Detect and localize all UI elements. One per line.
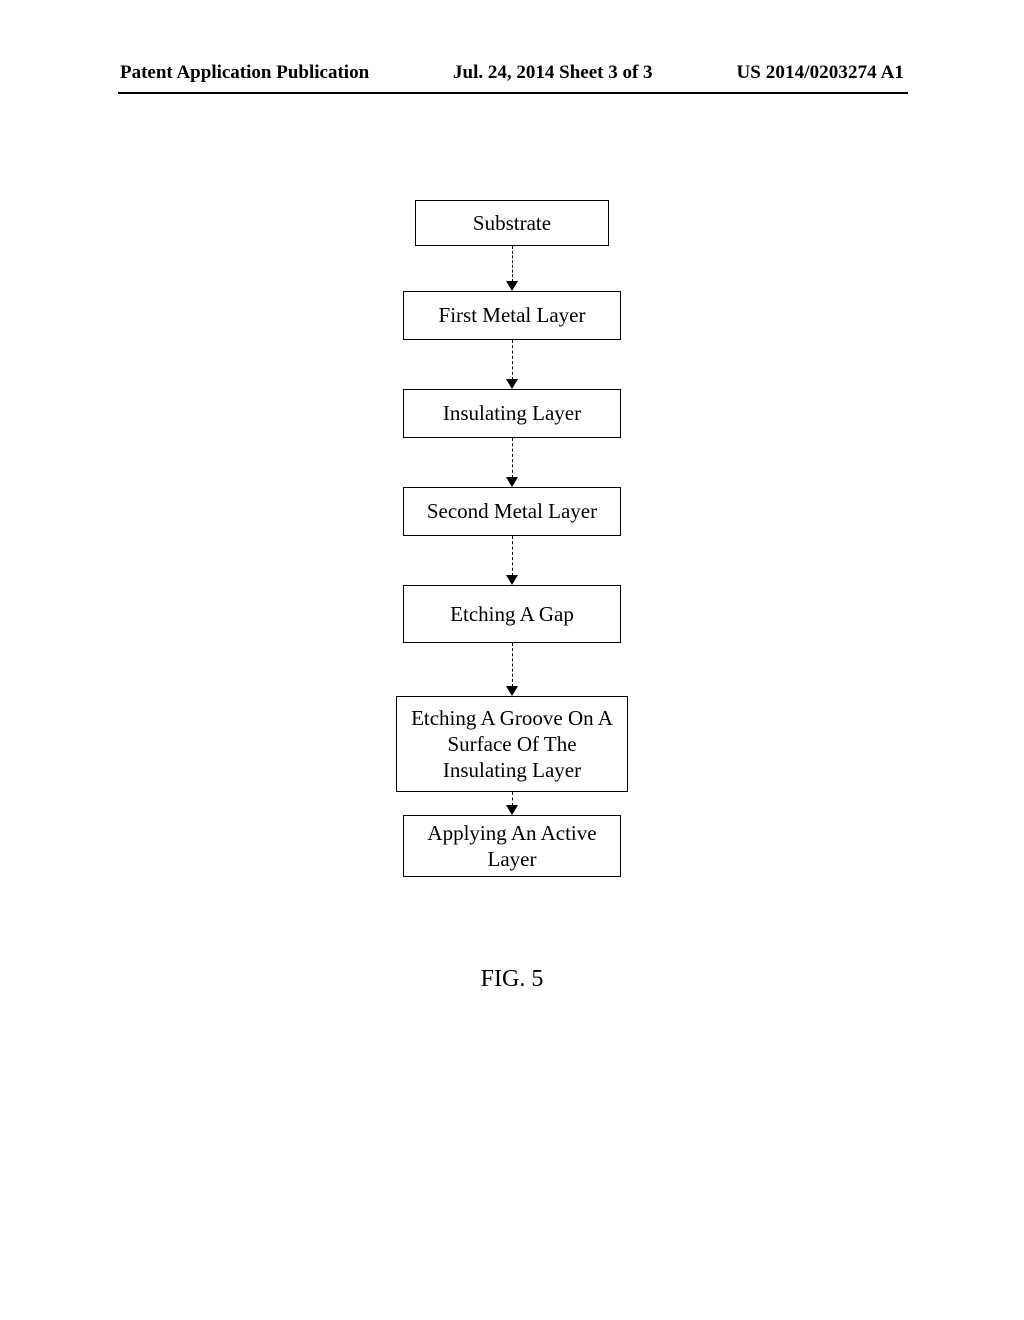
arrow-shaft xyxy=(512,246,513,282)
flow-node: First Metal Layer xyxy=(403,291,621,340)
arrow-shaft xyxy=(512,438,513,478)
arrow-head-icon xyxy=(506,477,518,487)
header-right: US 2014/0203274 A1 xyxy=(736,62,904,84)
flow-node-label: Insulating Layer xyxy=(443,400,581,426)
flow-node: Etching A Groove On ASurface Of TheInsul… xyxy=(396,696,628,792)
flow-arrow xyxy=(506,438,518,487)
arrow-shaft xyxy=(512,792,513,806)
header-center: Jul. 24, 2014 Sheet 3 of 3 xyxy=(453,62,653,84)
flow-node: Etching A Gap xyxy=(403,585,621,643)
flow-arrow xyxy=(506,643,518,696)
arrow-shaft xyxy=(512,340,513,380)
flow-arrow xyxy=(506,340,518,389)
flow-node-label: Etching A Gap xyxy=(450,601,574,627)
arrow-head-icon xyxy=(506,686,518,696)
flow-node-label: First Metal Layer xyxy=(439,302,586,328)
flow-arrow xyxy=(506,246,518,291)
flow-node-label: Substrate xyxy=(473,210,551,236)
header-rule xyxy=(118,92,908,94)
header-left: Patent Application Publication xyxy=(120,62,369,84)
arrow-head-icon xyxy=(506,281,518,291)
arrow-shaft xyxy=(512,643,513,687)
flow-node-label: Etching A Groove On ASurface Of TheInsul… xyxy=(411,705,613,784)
arrow-head-icon xyxy=(506,805,518,815)
page: Patent Application Publication Jul. 24, … xyxy=(0,0,1024,1320)
flowchart: Substrate First Metal Layer Insulating Lay… xyxy=(0,200,1024,877)
flow-node-label: Applying An ActiveLayer xyxy=(427,820,596,873)
arrow-shaft xyxy=(512,536,513,576)
arrow-head-icon xyxy=(506,379,518,389)
arrow-head-icon xyxy=(506,575,518,585)
flow-arrow xyxy=(506,792,518,815)
page-header: Patent Application Publication Jul. 24, … xyxy=(0,62,1024,84)
flow-node: Substrate xyxy=(415,200,609,246)
flow-node: Second Metal Layer xyxy=(403,487,621,536)
flow-node-label: Second Metal Layer xyxy=(427,498,597,524)
flow-node: Insulating Layer xyxy=(403,389,621,438)
flow-arrow xyxy=(506,536,518,585)
flow-node: Applying An ActiveLayer xyxy=(403,815,621,877)
figure-caption: FIG. 5 xyxy=(0,966,1024,993)
